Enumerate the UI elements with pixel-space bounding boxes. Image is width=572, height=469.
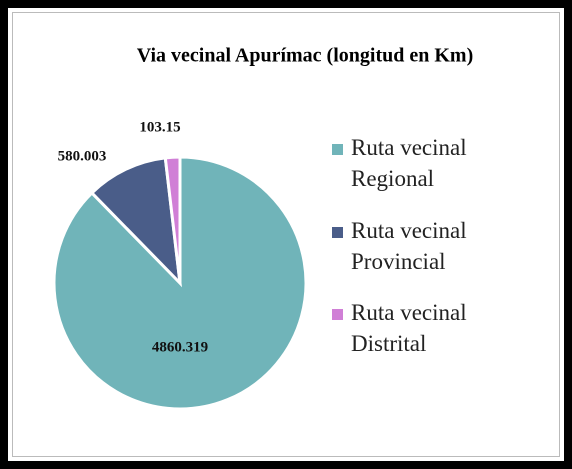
pie-slice — [89, 156, 183, 288]
data-label: 4860.319 — [152, 339, 208, 355]
chart-title: Via vecinal Apurímac (longitud en Km) — [137, 45, 473, 67]
legend-swatch — [332, 227, 343, 238]
legend-swatch — [332, 309, 343, 320]
chart-area — [12, 12, 560, 457]
pie-slice — [163, 155, 182, 284]
data-label: 103.15 — [139, 119, 180, 135]
legend-label: Ruta vecinal Provincial — [351, 218, 467, 274]
data-label: 580.003 — [58, 148, 107, 164]
legend-label: Ruta vecinal Distrital — [351, 300, 467, 356]
legend-label: Ruta vecinal Regional — [351, 135, 467, 191]
legend-swatch — [332, 144, 343, 155]
